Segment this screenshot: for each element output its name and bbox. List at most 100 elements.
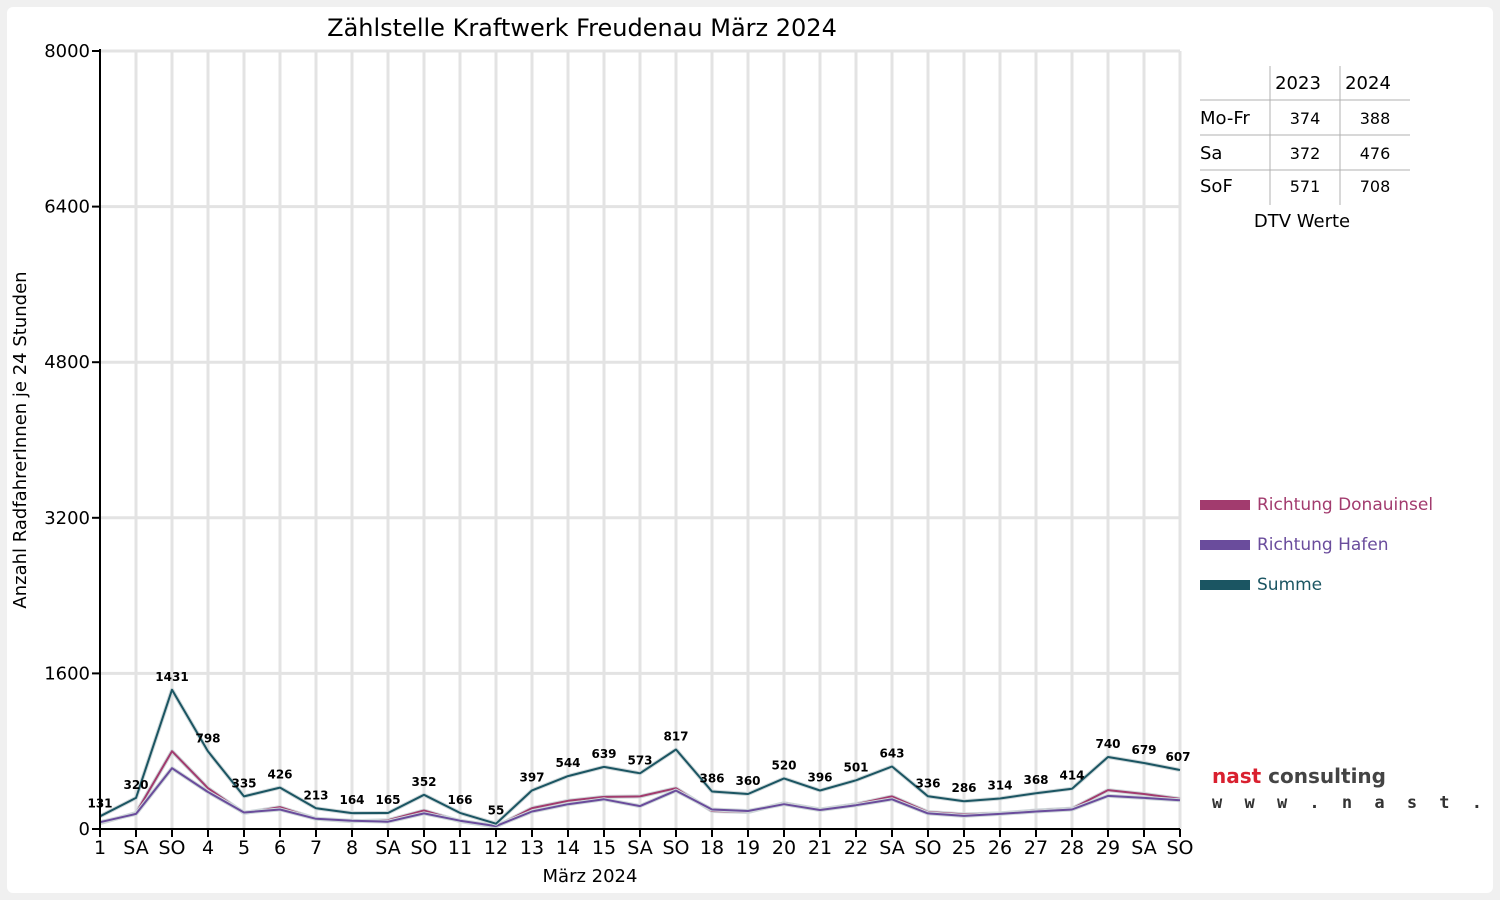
data-label: 360 xyxy=(735,774,760,788)
x-tick-label: SO xyxy=(410,837,437,859)
data-label: 352 xyxy=(411,775,436,789)
x-tick-label: SA xyxy=(627,837,652,859)
series-line-summe xyxy=(99,688,1181,825)
data-label: 740 xyxy=(1095,737,1120,751)
logo-url: w w w . n a s t . a t xyxy=(1212,793,1500,813)
data-label: 639 xyxy=(591,747,616,761)
dtv-cell: 374 xyxy=(1290,109,1321,128)
nast-consulting-logo: nast consulting w w w . n a s t . a t xyxy=(1200,750,1500,825)
data-label: 335 xyxy=(231,776,256,790)
chart-frame xyxy=(7,7,1493,893)
y-tick-label: 4800 xyxy=(44,352,90,373)
x-tick-label: SA xyxy=(123,837,148,859)
x-tick-label: SO xyxy=(662,837,689,859)
legend-swatch-hafen xyxy=(1200,540,1250,550)
axes: 0 1600 3200 4800 6400 8000 1 SA SO 4 5 6 7 8 SA SO 11 12 1… xyxy=(44,41,1193,859)
dtv-cell: 708 xyxy=(1360,177,1391,196)
y-tick-label: 1600 xyxy=(44,663,90,684)
dtv-row-label: Sa xyxy=(1200,143,1222,164)
data-label: 573 xyxy=(627,753,652,767)
dtv-table: 2023 2024 Mo-Fr 374 388 Sa 372 476 SoF 5… xyxy=(1200,66,1410,232)
legend-label-hafen: Richtung Hafen xyxy=(1257,535,1388,555)
dtv-cell: 476 xyxy=(1360,144,1391,163)
dtv-cell: 571 xyxy=(1290,177,1321,196)
x-tick-label: 20 xyxy=(772,837,796,859)
data-label: 314 xyxy=(987,778,1012,792)
x-tick-label: 14 xyxy=(556,837,580,859)
data-label: 1431 xyxy=(155,670,188,684)
data-label: 166 xyxy=(447,793,472,807)
x-tick-label: 15 xyxy=(592,837,616,859)
data-label: 679 xyxy=(1131,743,1156,757)
chart-title: Zählstelle Kraftwerk Freudenau März 2024 xyxy=(327,14,837,42)
x-tick-label: 5 xyxy=(238,837,250,859)
dtv-cell: 372 xyxy=(1290,144,1321,163)
x-tick-label: 1 xyxy=(94,837,106,859)
data-label: 131 xyxy=(87,796,112,810)
data-label: 55 xyxy=(488,804,505,818)
data-label: 213 xyxy=(303,788,328,802)
x-tick-label: 6 xyxy=(274,837,286,859)
x-tick-label: 13 xyxy=(520,837,544,859)
data-label: 286 xyxy=(951,781,976,795)
x-tick-label: 22 xyxy=(844,837,868,859)
x-tick-label: 8 xyxy=(346,837,358,859)
x-tick-label: 18 xyxy=(700,837,724,859)
x-tick-label: 4 xyxy=(202,837,214,859)
x-axis-label: März 2024 xyxy=(543,866,638,887)
grid xyxy=(100,49,1182,829)
data-label: 544 xyxy=(555,756,580,770)
x-tick-label: 26 xyxy=(988,837,1012,859)
dtv-row-label: Mo-Fr xyxy=(1200,108,1250,129)
legend-label-donauinsel: Richtung Donauinsel xyxy=(1257,495,1433,515)
data-labels: 131 320 1431 798 335 426 213 164 165 352 166 55 397 5… xyxy=(87,670,1190,818)
x-tick-label: 28 xyxy=(1060,837,1084,859)
x-tick-label: SO xyxy=(1166,837,1193,859)
data-label: 165 xyxy=(375,793,400,807)
data-label: 426 xyxy=(267,768,292,782)
data-label: 414 xyxy=(1059,769,1084,783)
x-tick-label: 25 xyxy=(952,837,976,859)
x-tick-label: 29 xyxy=(1096,837,1120,859)
x-tick-label: 21 xyxy=(808,837,832,859)
dtv-caption: DTV Werte xyxy=(1254,211,1350,232)
legend: Richtung Donauinsel Richtung Hafen Summe xyxy=(1200,495,1433,595)
x-tick-label: SA xyxy=(375,837,400,859)
data-label: 798 xyxy=(195,731,220,745)
data-label: 164 xyxy=(339,793,364,807)
x-tick-label: SA xyxy=(1131,837,1156,859)
x-tick-label: 12 xyxy=(484,837,508,859)
x-tick-label: 19 xyxy=(736,837,760,859)
legend-swatch-donauinsel xyxy=(1200,500,1250,510)
y-axis-label: Anzahl RadfahrerInnen je 24 Stunden xyxy=(10,271,31,608)
y-tick-label: 3200 xyxy=(44,508,90,529)
data-label: 607 xyxy=(1165,750,1190,764)
x-tick-label: SO xyxy=(914,837,941,859)
dtv-cell: 388 xyxy=(1360,109,1391,128)
dtv-col-2024: 2024 xyxy=(1345,73,1391,94)
x-tick-label: 11 xyxy=(448,837,472,859)
data-label: 336 xyxy=(915,776,940,790)
x-tick-label: 27 xyxy=(1024,837,1048,859)
data-label: 520 xyxy=(771,758,796,772)
data-label: 501 xyxy=(843,760,868,774)
y-tick-label: 6400 xyxy=(44,197,90,218)
dtv-row-label: SoF xyxy=(1200,176,1233,197)
series-lines xyxy=(99,687,1181,829)
data-label: 817 xyxy=(663,730,688,744)
data-label: 386 xyxy=(699,771,724,785)
data-label: 368 xyxy=(1023,773,1048,787)
y-tick-label: 0 xyxy=(79,819,90,840)
legend-swatch-summe xyxy=(1200,580,1250,590)
data-label: 396 xyxy=(807,770,832,784)
y-tick-label: 8000 xyxy=(44,41,90,62)
x-tick-label: 7 xyxy=(310,837,322,859)
data-label: 397 xyxy=(519,770,544,784)
series-line-hafen xyxy=(99,767,1181,828)
legend-label-summe: Summe xyxy=(1257,575,1322,595)
logo-name: nast consulting xyxy=(1212,764,1386,788)
x-tick-label: SA xyxy=(879,837,904,859)
data-label: 643 xyxy=(879,746,904,760)
data-label: 320 xyxy=(123,778,148,792)
